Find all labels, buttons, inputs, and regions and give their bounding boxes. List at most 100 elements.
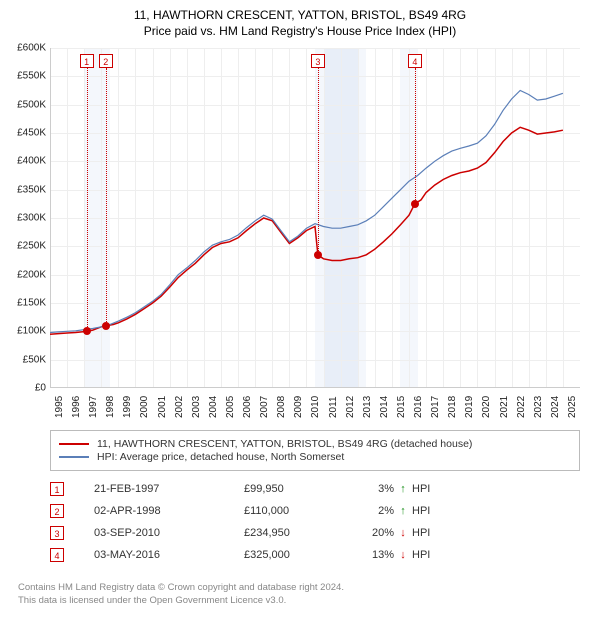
chart-area: 1234 £0£50K£100K£150K£200K£250K£300K£350…	[50, 48, 580, 418]
x-tick-label: 1996	[71, 396, 82, 418]
y-tick-label: £450K	[17, 128, 46, 139]
x-tick-label: 2008	[276, 396, 287, 418]
y-tick-label: £300K	[17, 213, 46, 224]
y-tick-label: £500K	[17, 99, 46, 110]
sales-diff-pct: 20%	[354, 527, 394, 539]
legend-swatch-property	[59, 443, 89, 445]
x-tick-label: 2004	[208, 396, 219, 418]
x-tick-label: 2023	[533, 396, 544, 418]
marker-box: 4	[408, 54, 422, 68]
x-tick-label: 2018	[447, 396, 458, 418]
x-tick-label: 2007	[259, 396, 270, 418]
x-tick-label: 2016	[413, 396, 424, 418]
legend-label-hpi: HPI: Average price, detached house, Nort…	[97, 451, 344, 463]
marker-box: 1	[80, 54, 94, 68]
sales-row: 2 02-APR-1998£110,0002%↑HPI	[50, 500, 580, 522]
marker-line	[318, 68, 319, 255]
legend-row-property: 11, HAWTHORN CRESCENT, YATTON, BRISTOL, …	[59, 438, 571, 450]
legend-swatch-hpi	[59, 456, 89, 458]
x-tick-label: 2017	[430, 396, 441, 418]
x-tick-label: 2010	[310, 396, 321, 418]
x-tick-label: 2006	[242, 396, 253, 418]
y-tick-label: £0	[35, 383, 46, 394]
x-tick-label: 1997	[88, 396, 99, 418]
x-tick-label: 1998	[105, 396, 116, 418]
x-tick-label: 2014	[379, 396, 390, 418]
marker-dot	[102, 322, 110, 330]
sales-hpi-label: HPI	[412, 527, 430, 539]
sales-marker-box: 2	[50, 504, 64, 518]
sales-price: £325,000	[244, 549, 354, 561]
x-tick-label: 2025	[567, 396, 578, 418]
sales-hpi-label: HPI	[412, 505, 430, 517]
marker-dot	[411, 200, 419, 208]
sales-date: 03-MAY-2016	[94, 549, 244, 561]
sales-date: 03-SEP-2010	[94, 527, 244, 539]
footer-line-1: Contains HM Land Registry data © Crown c…	[18, 582, 344, 595]
marker-line	[106, 68, 107, 326]
legend-row-hpi: HPI: Average price, detached house, Nort…	[59, 451, 571, 463]
x-tick-label: 2020	[481, 396, 492, 418]
sales-date: 21-FEB-1997	[94, 483, 244, 495]
y-tick-label: £250K	[17, 241, 46, 252]
series-line-property	[50, 127, 563, 334]
sales-hpi-label: HPI	[412, 483, 430, 495]
x-tick-label: 2019	[464, 396, 475, 418]
sales-marker-box: 3	[50, 526, 64, 540]
x-tick-label: 1999	[122, 396, 133, 418]
x-tick-label: 2015	[396, 396, 407, 418]
page-container: 11, HAWTHORN CRESCENT, YATTON, BRISTOL, …	[0, 0, 600, 620]
sales-table: 121-FEB-1997£99,9503%↑HPI202-APR-1998£11…	[50, 478, 580, 566]
marker-dot	[314, 251, 322, 259]
sales-diff-pct: 3%	[354, 483, 394, 495]
x-tick-label: 2002	[174, 396, 185, 418]
y-tick-label: £100K	[17, 326, 46, 337]
x-tick-label: 2005	[225, 396, 236, 418]
y-tick-label: £50K	[23, 354, 46, 365]
marker-box: 3	[311, 54, 325, 68]
x-tick-label: 2009	[293, 396, 304, 418]
marker-box: 2	[99, 54, 113, 68]
legend-box: 11, HAWTHORN CRESCENT, YATTON, BRISTOL, …	[50, 430, 580, 471]
sales-diff-pct: 2%	[354, 505, 394, 517]
footer-line-2: This data is licensed under the Open Gov…	[18, 595, 344, 608]
sales-arrow-icon: ↑	[394, 483, 412, 495]
chart-lines	[50, 48, 580, 388]
y-tick-label: £600K	[17, 43, 46, 54]
y-tick-label: £200K	[17, 269, 46, 280]
sales-marker-box: 4	[50, 548, 64, 562]
sales-arrow-icon: ↓	[394, 527, 412, 539]
marker-dot	[83, 327, 91, 335]
sales-arrow-icon: ↓	[394, 549, 412, 561]
chart-title: 11, HAWTHORN CRESCENT, YATTON, BRISTOL, …	[0, 0, 600, 22]
footer-text: Contains HM Land Registry data © Crown c…	[18, 582, 344, 608]
y-tick-label: £150K	[17, 298, 46, 309]
sales-row: 303-SEP-2010£234,95020%↓HPI	[50, 522, 580, 544]
y-tick-label: £550K	[17, 71, 46, 82]
x-tick-label: 2021	[499, 396, 510, 418]
x-tick-label: 2022	[516, 396, 527, 418]
x-tick-label: 2012	[345, 396, 356, 418]
x-tick-label: 2003	[191, 396, 202, 418]
sales-arrow-icon: ↑	[394, 505, 412, 517]
marker-line	[87, 68, 88, 331]
x-tick-label: 2001	[157, 396, 168, 418]
chart-subtitle: Price paid vs. HM Land Registry's House …	[0, 22, 600, 44]
x-tick-label: 1995	[54, 396, 65, 418]
y-tick-label: £400K	[17, 156, 46, 167]
series-line-hpi	[50, 91, 563, 333]
sales-price: £110,000	[244, 505, 354, 517]
legend-label-property: 11, HAWTHORN CRESCENT, YATTON, BRISTOL, …	[97, 438, 472, 450]
y-tick-label: £350K	[17, 184, 46, 195]
x-tick-label: 2011	[328, 396, 339, 418]
marker-line	[415, 68, 416, 204]
sales-hpi-label: HPI	[412, 549, 430, 561]
sales-row: 4 03-MAY-2016£325,00013%↓HPI	[50, 544, 580, 566]
sales-row: 1 21-FEB-1997£99,9503%↑HPI	[50, 478, 580, 500]
x-tick-label: 2024	[550, 396, 561, 418]
sales-price: £99,950	[244, 483, 354, 495]
sales-marker-box: 1	[50, 482, 64, 496]
sales-date: 02-APR-1998	[94, 505, 244, 517]
x-tick-label: 2000	[139, 396, 150, 418]
sales-diff-pct: 13%	[354, 549, 394, 561]
